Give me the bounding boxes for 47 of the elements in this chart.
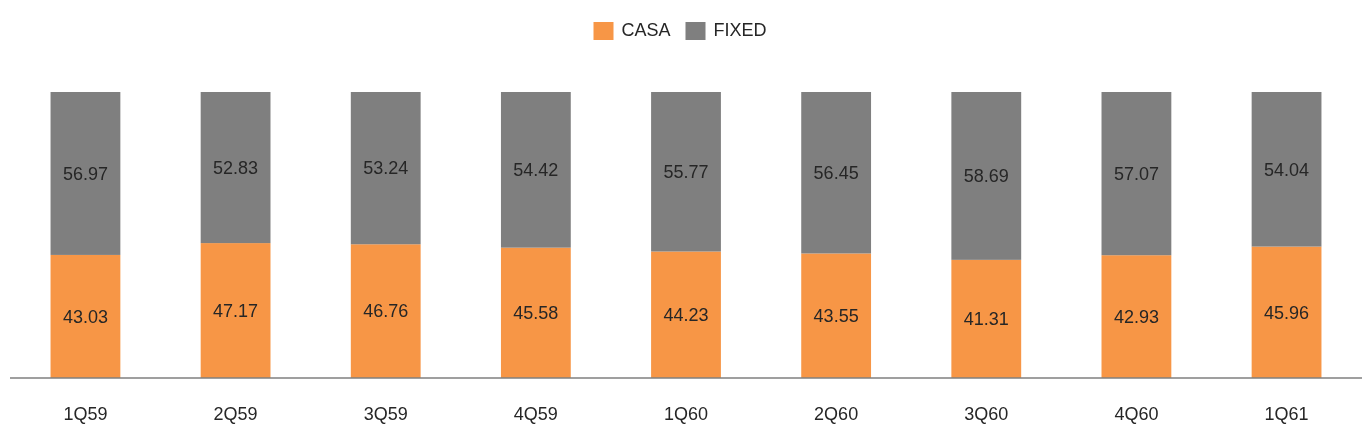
bar: [951, 259, 1022, 378]
data-label: 43.55: [813, 306, 859, 327]
data-label: 54.04: [1264, 159, 1310, 180]
data-label: 46.76: [363, 301, 409, 322]
bar: [500, 92, 571, 248]
data-label: 56.97: [62, 163, 108, 184]
bar: [801, 92, 872, 254]
x-tick-label: 4Q60: [1114, 404, 1159, 424]
x-tick-label: 1Q60: [663, 404, 709, 424]
bar: [500, 247, 571, 378]
bar: [801, 253, 872, 378]
bar: [350, 244, 421, 378]
data-label: 43.03: [62, 306, 108, 327]
data-label: 52.83: [213, 157, 259, 178]
x-tick-label: 2Q60: [814, 404, 859, 424]
legend-label: CASA: [621, 20, 671, 41]
data-label: 44.23: [663, 305, 709, 326]
bar: [200, 243, 271, 378]
bar: [651, 251, 721, 378]
x-tick-label: 2Q59: [213, 404, 258, 424]
x-tick-label: 1Q61: [1264, 404, 1309, 424]
bar: [1101, 92, 1172, 256]
data-label: 42.93: [1113, 306, 1159, 327]
bar: [50, 92, 121, 255]
data-label: 41.31: [963, 309, 1009, 330]
x-tick-label: 3Q60: [964, 404, 1009, 424]
data-label: 53.24: [363, 158, 409, 179]
x-tick-label: 4Q59: [513, 404, 558, 424]
legend-label: FIXED: [713, 20, 767, 41]
x-tick-label: 3Q59: [363, 404, 408, 424]
bar: [50, 254, 121, 378]
bar: [200, 92, 271, 244]
data-label: 57.07: [1113, 163, 1159, 184]
data-label: 54.42: [513, 160, 559, 181]
x-tick-label: 1Q59: [63, 404, 108, 424]
data-label: 56.45: [813, 163, 859, 184]
bar: [951, 92, 1022, 260]
bar: [1101, 255, 1172, 378]
data-label: 45.58: [513, 303, 559, 324]
bar: [350, 92, 421, 245]
data-label: 58.69: [963, 166, 1009, 187]
bar: [1251, 92, 1322, 247]
bar: [1251, 246, 1322, 378]
data-label: 47.17: [213, 300, 259, 321]
data-label: 55.77: [663, 162, 709, 183]
data-label: 45.96: [1264, 302, 1310, 323]
bar: [651, 92, 721, 252]
